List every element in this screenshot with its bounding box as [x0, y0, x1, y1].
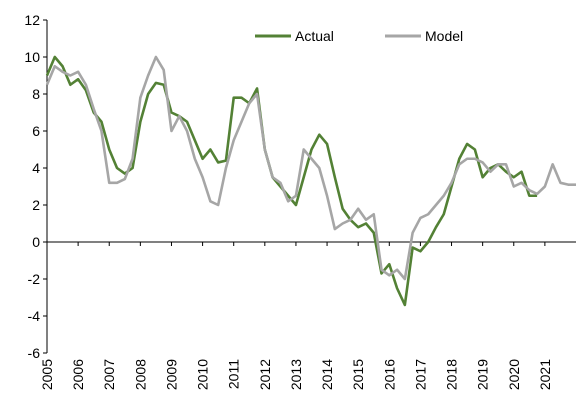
x-tick-label: 2015 [350, 359, 366, 390]
x-tick-label: 2016 [381, 359, 397, 390]
x-tick-label: 2014 [319, 359, 335, 390]
y-tick-label: 2 [32, 197, 40, 213]
x-tick-label: 2006 [70, 359, 86, 390]
x-tick-label: 2005 [39, 359, 55, 390]
x-tick-label: 2018 [444, 359, 460, 390]
y-tick-label: -4 [28, 308, 41, 324]
x-tick-label: 2017 [412, 359, 428, 390]
x-tick-label: 2013 [288, 359, 304, 390]
y-tick-label: -2 [28, 271, 41, 287]
x-tick-label: 2008 [132, 359, 148, 390]
legend-label: Model [425, 28, 463, 44]
series-line [45, 55, 576, 281]
y-tick-label: 0 [32, 234, 40, 250]
x-tick-label: 2010 [195, 359, 211, 390]
y-tick-label: 8 [32, 86, 40, 102]
y-tick-label: 6 [32, 123, 40, 139]
x-tick-label: 2021 [537, 359, 553, 390]
y-tick-label: -6 [28, 345, 41, 361]
legend-label: Actual [295, 28, 334, 44]
y-tick-label: 10 [24, 49, 40, 65]
y-tick-label: 12 [24, 12, 40, 28]
x-tick-label: 2019 [475, 359, 491, 390]
x-tick-label: 2012 [257, 359, 273, 390]
x-tick-label: 2009 [163, 359, 179, 390]
x-tick-label: 2007 [101, 359, 117, 390]
x-tick-label: 2011 [226, 359, 242, 389]
x-tick-label: 2020 [506, 359, 522, 390]
y-tick-label: 4 [32, 160, 40, 176]
